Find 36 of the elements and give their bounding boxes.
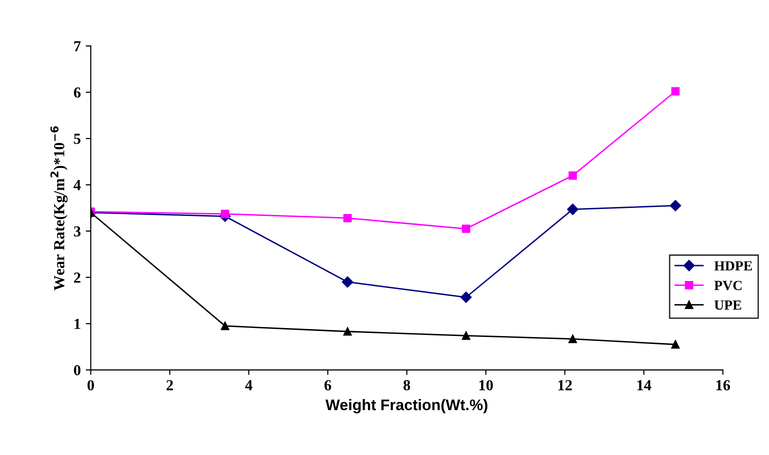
y-axis-title: Wear Rate(Kg/m$^{2}$)*10$^{−6}$ [50, 126, 68, 290]
y-tick-label: 7 [74, 41, 81, 52]
x-tick-label: 2 [166, 380, 173, 390]
x-tick-label: 6 [324, 380, 332, 390]
point [671, 87, 680, 96]
point [568, 334, 577, 344]
point [460, 292, 472, 303]
point [220, 322, 230, 330]
legend-label: UPE [714, 300, 742, 310]
x-tick-label: 8 [403, 380, 410, 390]
point [671, 340, 680, 349]
y-tick-label: 1 [74, 318, 80, 329]
point [462, 332, 470, 340]
point [568, 171, 577, 180]
point [343, 327, 352, 336]
point [670, 200, 682, 212]
y-tick-label: 6 [74, 87, 81, 98]
y-tick-label: 5 [74, 134, 80, 144]
y-tick-label: 2 [74, 272, 80, 283]
legend-label: PVC [714, 280, 742, 290]
y-tick-label: 3 [74, 226, 80, 237]
x-axis-title: Weight Fraction(Wt.%) [325, 399, 488, 414]
x-tick-label: 0 [88, 380, 94, 390]
x-tick-label: 4 [245, 380, 252, 390]
legend-label: HDPE [714, 261, 752, 270]
point [567, 204, 578, 215]
x-tick-label: 12 [558, 380, 572, 390]
point [343, 214, 352, 222]
x-tick-label: 16 [716, 380, 730, 390]
point [220, 210, 230, 218]
point [462, 224, 470, 233]
y-tick-label: 4 [74, 180, 81, 190]
x-tick-label: 10 [479, 380, 493, 390]
x-tick-label: 14 [637, 380, 652, 390]
point [342, 276, 354, 288]
y-tick-label: 0 [74, 365, 80, 376]
